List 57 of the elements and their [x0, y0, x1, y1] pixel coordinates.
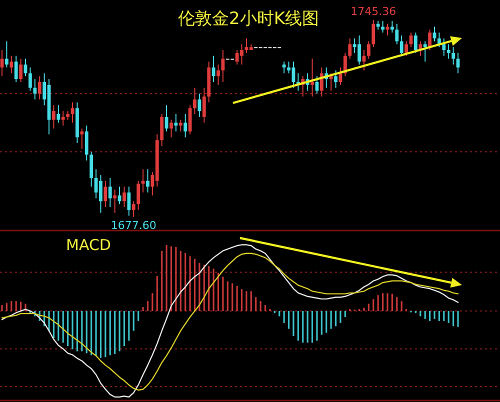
- candlestick: [423, 40, 427, 62]
- candlestick: [0, 50, 4, 77]
- candlestick: [122, 186, 126, 208]
- candlestick: [170, 119, 173, 138]
- candlestick: [84, 125, 88, 162]
- candlestick: [216, 64, 220, 86]
- candlestick: [178, 119, 182, 132]
- candlestick: [184, 113, 188, 138]
- candlestick: [366, 40, 370, 60]
- candlestick: [33, 78, 37, 100]
- candlestick: [442, 38, 446, 56]
- candlestick: [5, 40, 8, 68]
- candlestick: [24, 58, 28, 77]
- candlestick: [10, 55, 14, 74]
- candlestick: [310, 58, 314, 98]
- candlestick: [202, 87, 206, 124]
- candlestick: [446, 44, 450, 60]
- candlestick: [348, 38, 352, 60]
- candlestick: [282, 61, 286, 74]
- candlestick: [334, 70, 338, 88]
- candlestick: [104, 180, 108, 208]
- candlestick: [452, 46, 455, 66]
- candlestick: [456, 52, 460, 74]
- candlestick: [160, 113, 164, 146]
- candlestick: [432, 26, 436, 42]
- text: 伦敦金2小时K线图: [178, 9, 319, 29]
- candlestick: [329, 72, 333, 92]
- candlestick: [193, 87, 196, 114]
- candlestick: [372, 19, 376, 48]
- candlestick: [108, 177, 112, 208]
- candlestick: [61, 110, 65, 126]
- chart-title: MACD: [66, 236, 111, 254]
- annotation: 1677.60: [110, 218, 156, 232]
- candlestick: [19, 58, 23, 82]
- candlestick: [90, 151, 94, 188]
- candlestick: [113, 189, 117, 214]
- candlestick: [395, 23, 399, 45]
- candlestick: [146, 168, 150, 193]
- annotation: 1745.36: [350, 4, 396, 18]
- candlestick: [80, 128, 84, 150]
- candlestick: [141, 168, 145, 193]
- candlestick: [132, 200, 136, 218]
- candlestick: [198, 93, 202, 118]
- candlestick: [14, 55, 18, 82]
- candlestick: [404, 40, 408, 56]
- candlestick: [136, 180, 140, 210]
- candlestick: [38, 76, 42, 100]
- candlestick: [400, 34, 404, 56]
- candlestick: [70, 102, 74, 124]
- candlestick: [28, 66, 32, 92]
- candlestick: [428, 29, 432, 51]
- candlestick: [127, 186, 131, 216]
- candlestick: [52, 104, 56, 130]
- candlestick: [174, 113, 178, 132]
- candlestick: [221, 50, 225, 82]
- candlestick: [56, 104, 60, 124]
- candlestick: [414, 32, 418, 54]
